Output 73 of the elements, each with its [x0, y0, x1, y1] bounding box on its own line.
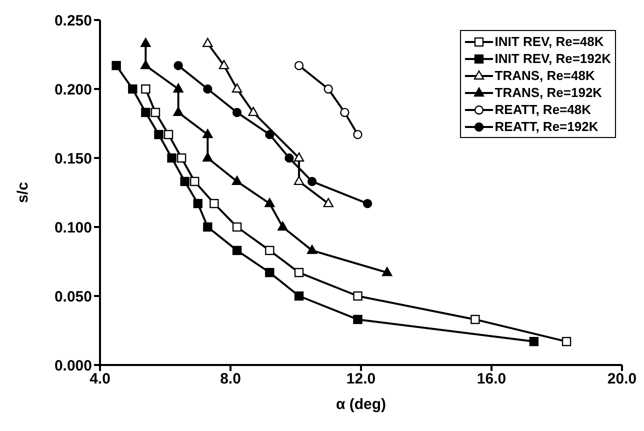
- y-tick-label: 0.000: [54, 357, 92, 374]
- y-tick-label: 0.050: [54, 288, 92, 306]
- point: [232, 246, 242, 256]
- point: [265, 246, 274, 256]
- legend-label: REATT, Re=192K: [494, 118, 598, 135]
- point: [353, 130, 362, 140]
- legend-label: INIT REV, Re=48K: [494, 33, 604, 50]
- point: [167, 153, 176, 163]
- point: [307, 176, 317, 186]
- y-tick-label: 0.200: [54, 81, 92, 98]
- point: [265, 268, 274, 278]
- point: [140, 60, 151, 70]
- point: [264, 198, 275, 208]
- x-tick-label: 8.0: [220, 370, 241, 388]
- point: [353, 314, 362, 324]
- point: [294, 152, 304, 162]
- legend-label: INIT REV, Re=192K: [494, 50, 611, 67]
- y-tick-label: 0.100: [54, 219, 92, 236]
- point: [190, 176, 200, 186]
- point: [362, 198, 372, 208]
- legend-label: REATT, Re=48K: [494, 101, 591, 118]
- point: [340, 108, 350, 118]
- point: [232, 108, 242, 118]
- point: [112, 60, 121, 70]
- point: [202, 38, 213, 48]
- point: [174, 60, 183, 70]
- legend-label: TRANS, Re=192K: [494, 84, 602, 101]
- point: [180, 176, 190, 186]
- point: [141, 108, 150, 118]
- point: [248, 106, 258, 116]
- point: [141, 84, 150, 94]
- legend-label: TRANS, Re=48K: [494, 67, 595, 84]
- point: [265, 130, 274, 140]
- point: [306, 244, 318, 254]
- point: [470, 314, 480, 324]
- x-tick-label: 16.0: [476, 370, 506, 388]
- x-axis-title: α (deg): [336, 396, 386, 413]
- point: [232, 222, 242, 232]
- point: [202, 128, 213, 138]
- point: [140, 38, 151, 48]
- point: [232, 176, 242, 186]
- point: [294, 268, 304, 278]
- y-axis-title: s/c: [14, 182, 32, 203]
- x-tick-label: 12.0: [346, 370, 376, 388]
- x-tick-label: 4.0: [90, 370, 110, 388]
- point: [193, 198, 202, 208]
- point: [353, 291, 362, 301]
- point: [284, 153, 294, 163]
- point: [529, 336, 539, 346]
- point: [176, 153, 186, 163]
- x-tick-label: 20.0: [607, 370, 637, 388]
- point: [173, 83, 184, 93]
- point: [278, 221, 288, 231]
- point: [562, 336, 572, 346]
- point: [232, 83, 242, 93]
- point: [202, 152, 213, 162]
- point: [154, 130, 164, 140]
- point: [210, 198, 219, 208]
- point: [164, 130, 174, 140]
- point: [150, 108, 160, 118]
- point: [173, 106, 184, 116]
- point: [128, 84, 138, 94]
- point: [323, 198, 334, 208]
- y-tick-label: 0.150: [54, 150, 92, 168]
- point: [203, 84, 212, 94]
- point: [218, 60, 230, 70]
- point: [294, 291, 304, 301]
- point: [294, 60, 304, 70]
- y-tick-label: 0.250: [54, 12, 92, 30]
- point: [382, 266, 392, 276]
- point: [324, 84, 333, 94]
- point: [294, 176, 304, 186]
- point: [203, 222, 212, 232]
